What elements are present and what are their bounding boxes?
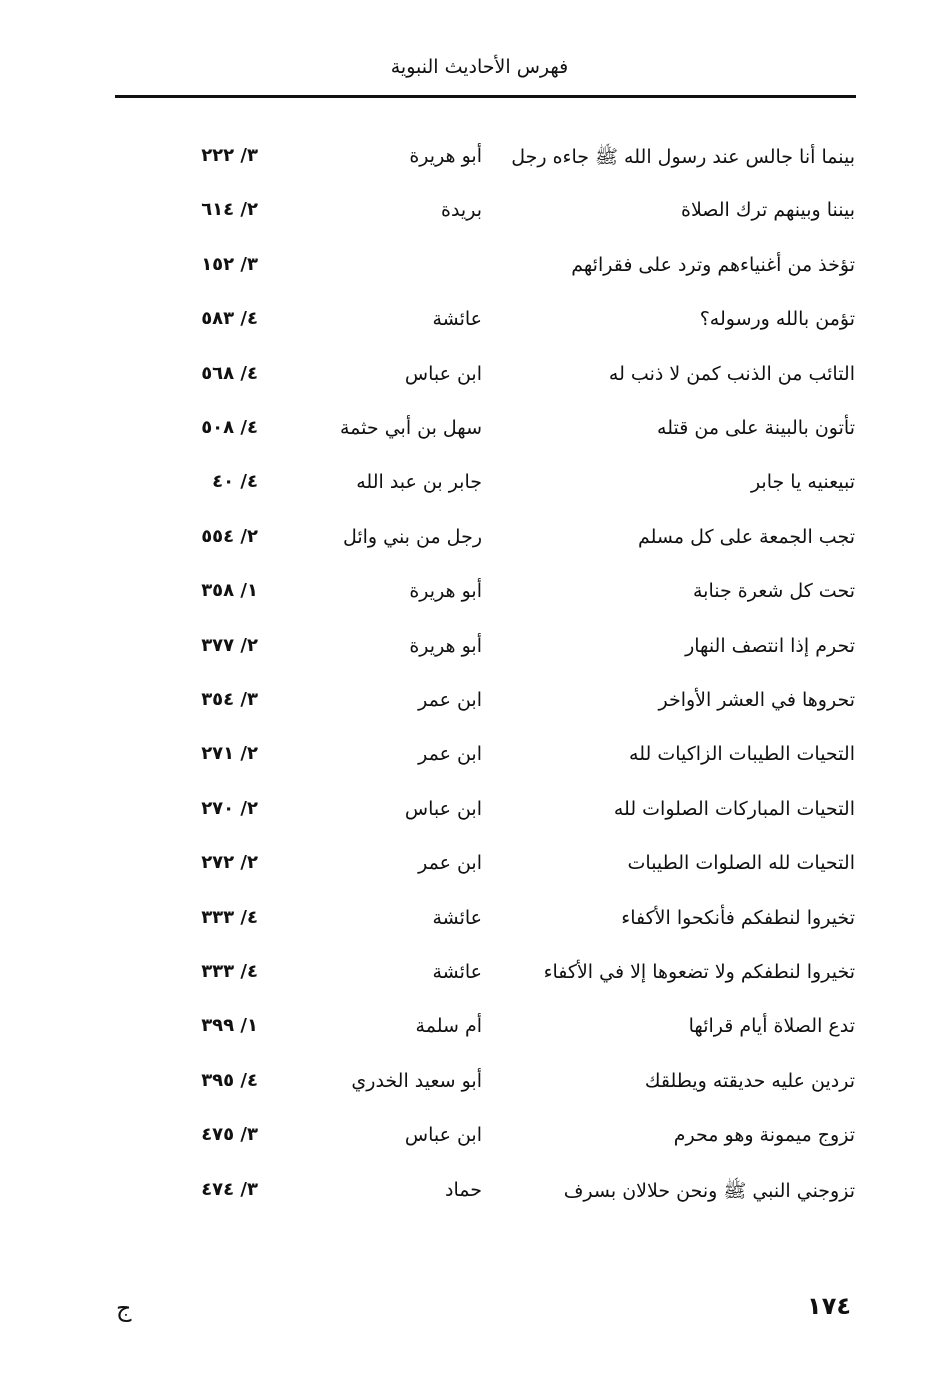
narrator-name: ابن عباس <box>404 797 482 820</box>
volume-page-reference: ٤/ ٤٠ <box>212 471 258 493</box>
index-entry: تزوج ميمونة وهو محرم ابن عباس ٣/ ٤٧٥ <box>0 1124 949 1154</box>
volume-page-reference: ٣/ ٤٧٤ <box>201 1178 258 1200</box>
hadith-text: تؤمن بالله ورسوله؟ <box>699 308 855 331</box>
index-entry: تبيعنيه يا جابر جابر بن عبد الله ٤/ ٤٠ <box>0 471 949 501</box>
index-entry: تردين عليه حديقته ويطلقك أبو سعيد الخدري ٤… <box>0 1070 949 1100</box>
index-entry: تخيروا لنطفكم فأنكحوا الأكفاء عائشة ٤/ ٣٣٣ <box>0 907 949 937</box>
hadith-text: التحيات الطيبات الزاكيات لله <box>629 743 855 766</box>
narrator-name: أم سلمة <box>415 1015 482 1038</box>
hadith-text: تزوجني النبي ﷺ ونحن حلالان بسرف <box>563 1179 855 1202</box>
volume-page-reference: ٢/ ٢٧٠ <box>201 797 258 819</box>
narrator-name: عائشة <box>432 961 482 983</box>
narrator-name: أبو سعيد الخدري <box>351 1069 482 1092</box>
index-entry: بينما أنا جالس عند رسول الله ﷺ جاءه رجل أ… <box>0 145 949 175</box>
hadith-text: تخيروا لنطفكم فأنكحوا الأكفاء <box>621 906 855 929</box>
signature-mark: ج <box>116 1294 132 1322</box>
volume-page-reference: ٢/ ٣٧٧ <box>201 634 258 656</box>
index-entry: التحيات لله الصلوات الطيبات ابن عمر ٢/ ٢٧٢ <box>0 852 949 882</box>
volume-page-reference: ٣/ ٣٥٤ <box>201 689 258 710</box>
page-header-title: فهرس الأحاديث النبوية <box>390 56 569 78</box>
narrator-name: ابن عمر <box>418 743 482 766</box>
index-entry: تؤخذ من أغنياءهم وترد على فقرائهم ٣/ ١٥٢ <box>0 254 949 284</box>
index-entry: تخيروا لنطفكم ولا تضعوها إلا في الأكفاء ع… <box>0 961 949 991</box>
hadith-text: بينما أنا جالس عند رسول الله ﷺ جاءه رجل <box>511 146 855 168</box>
narrator-name: أبو هريرة <box>409 580 482 603</box>
hadith-text: تجب الجمعة على كل مسلم <box>638 525 855 548</box>
volume-page-reference: ٢/ ٢٧١ <box>201 743 258 765</box>
narrator-name: عائشة <box>432 906 482 929</box>
hadith-text: تحت كل شعرة جنابة <box>692 580 855 603</box>
hadith-text: تحرم إذا انتصف النهار <box>685 634 855 657</box>
index-entry: تحروها في العشر الأواخر ابن عمر ٣/ ٣٥٤ <box>0 689 949 719</box>
volume-page-reference: ٤/ ٥٠٨ <box>201 417 258 438</box>
hadith-text: التائب من الذنب كمن لا ذنب له <box>608 362 855 385</box>
volume-page-reference: ٤/ ٣٣٣ <box>201 906 258 928</box>
volume-page-reference: ٢/ ٢٧٢ <box>201 852 258 874</box>
index-entry: تجب الجمعة على كل مسلم رجل من بني وائل ٢/ … <box>0 526 949 556</box>
hadith-text: تزوج ميمونة وهو محرم <box>673 1124 855 1147</box>
index-entry: التحيات الطيبات الزاكيات لله ابن عمر ٢/ ٢٧… <box>0 743 949 773</box>
volume-page-reference: ٢/ ٦١٤ <box>201 199 258 221</box>
narrator-name: ابن عمر <box>418 852 482 875</box>
index-entry: تحرم إذا انتصف النهار أبو هريرة ٢/ ٣٧٧ <box>0 635 949 665</box>
narrator-name: ابن عباس <box>404 1124 482 1147</box>
index-entry: بيننا وبينهم ترك الصلاة بريدة ٢/ ٦١٤ <box>0 199 949 229</box>
hadith-text: التحيات المباركات الصلوات لله <box>613 797 855 820</box>
index-entry: تدع الصلاة أيام قرائها أم سلمة ١/ ٣٩٩ <box>0 1015 949 1045</box>
index-entry: التائب من الذنب كمن لا ذنب له ابن عباس ٤/ … <box>0 363 949 393</box>
hadith-text: التحيات لله الصلوات الطيبات <box>627 852 855 875</box>
narrator-name: عائشة <box>432 308 482 331</box>
volume-page-reference: ٣/ ٢٢٢ <box>201 145 258 166</box>
volume-page-reference: ٢/ ٥٥٤ <box>201 525 258 547</box>
index-entry: تؤمن بالله ورسوله؟ عائشة ٤/ ٥٨٣ <box>0 308 949 338</box>
header-rule <box>115 95 856 98</box>
narrator-name: حماد <box>445 1178 482 1201</box>
volume-page-reference: ١/ ٣٩٩ <box>201 1015 258 1037</box>
volume-page-reference: ١/ ٣٥٨ <box>201 580 258 602</box>
narrator-name: بريدة <box>441 199 482 222</box>
volume-page-reference: ٤/ ٣٣٣ <box>201 961 258 982</box>
volume-page-reference: ٤/ ٥٨٣ <box>201 308 258 330</box>
hadith-text: تردين عليه حديقته ويطلقك <box>644 1069 855 1092</box>
narrator-name: جابر بن عبد الله <box>356 471 482 494</box>
page-number: ١٧٤ <box>807 1292 851 1320</box>
narrator-name: سهل بن أبي حثمة <box>340 417 482 439</box>
hadith-text: تبيعنيه يا جابر <box>750 471 855 494</box>
index-entry: التحيات المباركات الصلوات لله ابن عباس ٢/ … <box>0 798 949 828</box>
index-entry: تزوجني النبي ﷺ ونحن حلالان بسرف حماد ٣/ ٤٧… <box>0 1179 949 1209</box>
hadith-text: تحروها في العشر الأواخر <box>658 689 855 711</box>
volume-page-reference: ٤/ ٣٩٥ <box>201 1069 258 1091</box>
narrator-name: ابن عمر <box>418 689 482 711</box>
hadith-text: بيننا وبينهم ترك الصلاة <box>681 199 855 222</box>
hadith-text: تخيروا لنطفكم ولا تضعوها إلا في الأكفاء <box>543 961 855 983</box>
narrator-name: أبو هريرة <box>409 634 482 657</box>
volume-page-reference: ٤/ ٥٦٨ <box>201 362 258 384</box>
narrator-name: أبو هريرة <box>409 145 482 167</box>
narrator-name: ابن عباس <box>404 362 482 385</box>
volume-page-reference: ٣/ ١٥٢ <box>201 253 258 275</box>
volume-page-reference: ٣/ ٤٧٥ <box>201 1124 258 1146</box>
hadith-text: تؤخذ من أغنياءهم وترد على فقرائهم <box>571 253 855 276</box>
index-entry: تأتون بالبينة على من قتله سهل بن أبي حثمة… <box>0 417 949 447</box>
hadith-text: تدع الصلاة أيام قرائها <box>688 1015 855 1038</box>
hadith-text: تأتون بالبينة على من قتله <box>657 417 855 439</box>
narrator-name: رجل من بني وائل <box>342 525 482 548</box>
index-entry: تحت كل شعرة جنابة أبو هريرة ١/ ٣٥٨ <box>0 580 949 610</box>
